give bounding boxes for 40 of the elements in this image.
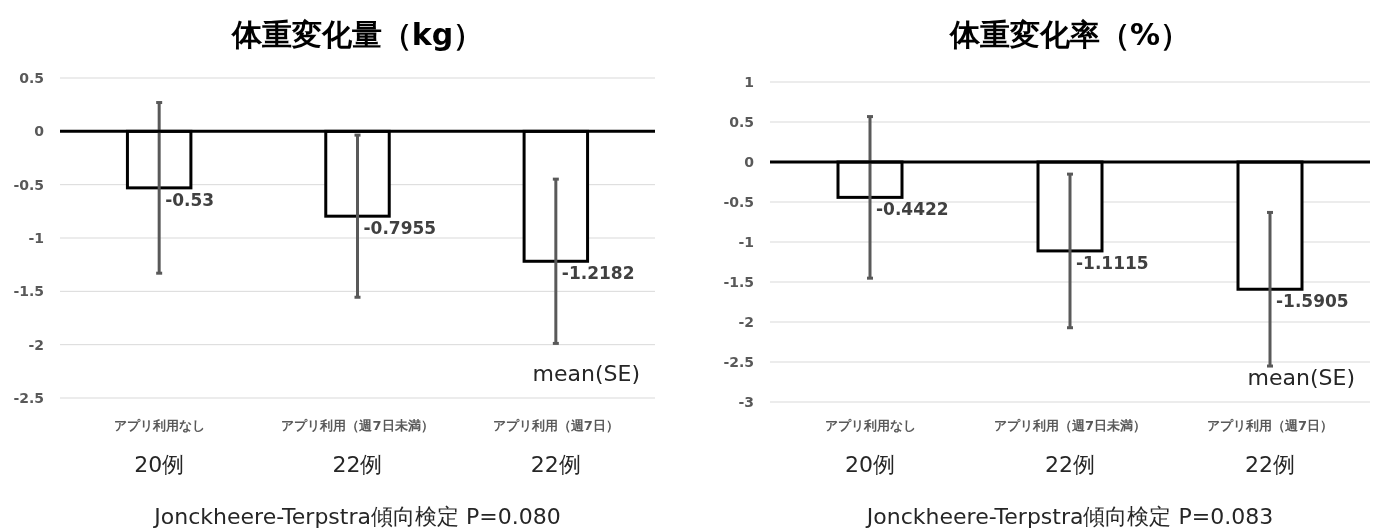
text: 22例 (530, 452, 581, 477)
y-tick-label: -1.5 (723, 274, 754, 290)
text: Jonckheere-Terpstra傾向検定 P=0.083 (864, 504, 1274, 529)
y-tick-label: -3 (738, 394, 754, 410)
y-tick-label: -2 (738, 314, 754, 330)
chart-title: 体重変化量（kg） (230, 17, 484, 52)
y-tick-label: -1.5 (13, 283, 44, 300)
data-label: -0.4422 (876, 199, 949, 220)
text: 22例 (332, 452, 383, 477)
y-tick-label: -1 (28, 230, 44, 246)
y-tick-label: -1 (738, 234, 754, 250)
data-label: -0.53 (165, 189, 215, 210)
text: 20例 (845, 452, 895, 477)
text: 22例 (1245, 452, 1295, 477)
y-tick-label: -2 (28, 336, 44, 353)
text: Jonckheere-Terpstra傾向検定 P=0.080 (152, 504, 561, 529)
y-tick-label: -0.5 (13, 176, 44, 193)
x-tick-label: アプリ利用（週7日） (1206, 418, 1334, 433)
annotation: mean(SE) (532, 361, 640, 386)
y-tick-label: 0.5 (19, 70, 44, 86)
y-tick-label: 1 (744, 74, 754, 90)
y-tick-label: -0.5 (723, 194, 754, 210)
text: 20例 (134, 452, 185, 477)
data-label: -1.2182 (561, 263, 635, 284)
y-tick-label: -2.5 (723, 354, 754, 370)
x-tick-label: アプリ利用（週7日未満） (993, 418, 1147, 433)
text: 22例 (1045, 452, 1095, 477)
x-tick-label: アプリ利用（週7日未満） (281, 418, 434, 433)
y-tick-label: 0 (34, 123, 45, 140)
x-tick-label: アプリ利用なし (824, 418, 916, 433)
y-tick-label: 0 (744, 154, 755, 170)
data-label: -0.7955 (363, 218, 437, 239)
chart-title: 体重変化率（%） (948, 17, 1191, 52)
x-tick-label: アプリ利用なし (113, 418, 205, 433)
y-tick-label: -2.5 (13, 390, 44, 406)
data-label: -1.5905 (1276, 291, 1349, 312)
annotation: mean(SE) (1247, 365, 1355, 390)
y-tick-label: 0.5 (729, 114, 754, 130)
data-label: -1.1115 (1076, 252, 1149, 273)
x-tick-label: アプリ利用（週7日） (492, 418, 619, 433)
